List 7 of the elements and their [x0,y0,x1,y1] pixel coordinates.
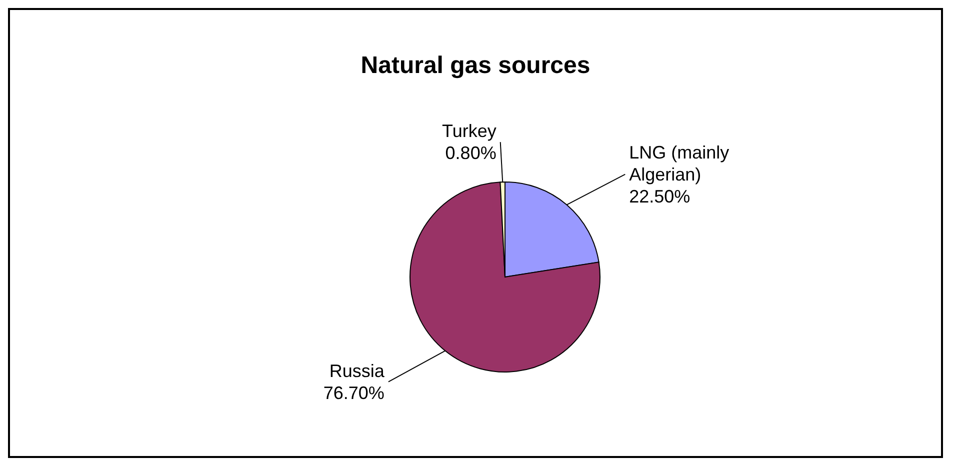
slice-label: LNG (mainly Algerian) [629,142,730,184]
slice-label: Turkey [442,121,496,142]
chart-title: Natural gas sources [360,52,592,80]
data-label: 0.80% [445,143,496,164]
data-label: 22.50% [629,186,690,206]
data-label: 76.70% [323,382,384,403]
slice-label: Russia [329,360,386,381]
